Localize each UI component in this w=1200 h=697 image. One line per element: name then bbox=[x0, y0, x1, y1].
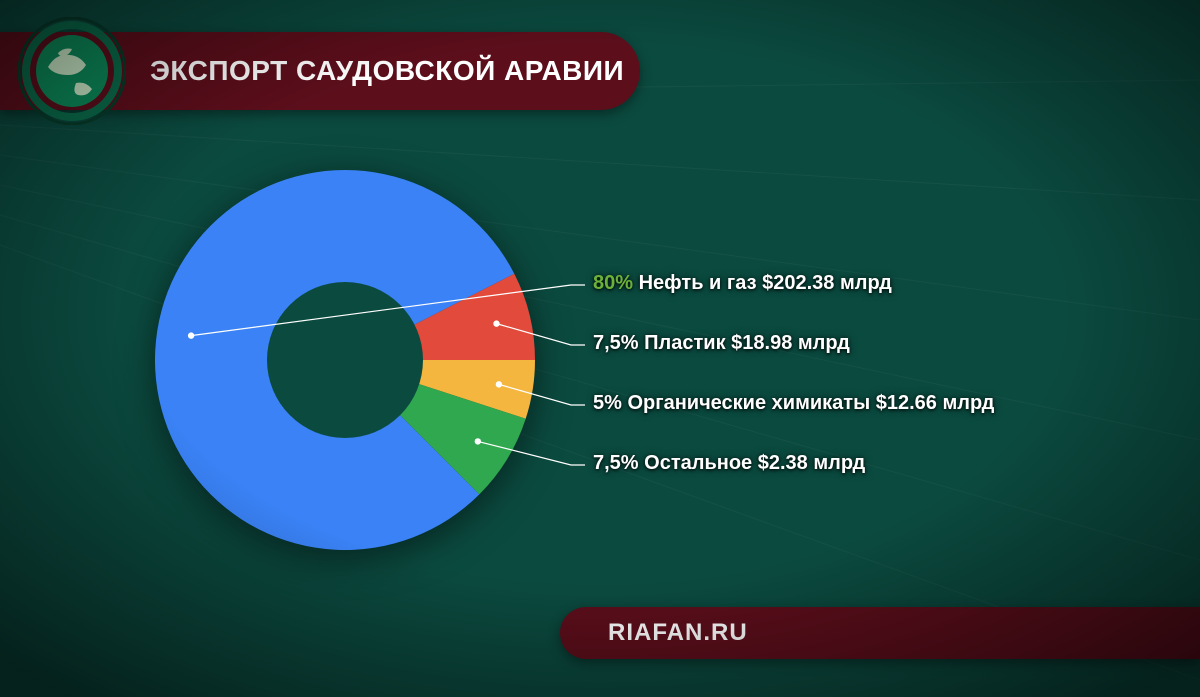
label-text-other: Остальное $2.38 млрд bbox=[644, 452, 865, 474]
label-pct-plastic: 7,5% bbox=[593, 332, 644, 354]
label-pct-oil_gas: 80% bbox=[593, 272, 639, 294]
label-organics: 5% Органические химикаты $12.66 млрд bbox=[593, 392, 994, 415]
label-text-plastic: Пластик $18.98 млрд bbox=[644, 332, 850, 354]
title-banner: ЭКСПОРТ САУДОВСКОЙ АРАВИИ bbox=[0, 32, 640, 110]
label-pct-other: 7,5% bbox=[593, 452, 644, 474]
source-banner: RIAFAN.RU bbox=[560, 607, 1200, 659]
label-plastic: 7,5% Пластик $18.98 млрд bbox=[593, 332, 850, 355]
label-pct-organics: 5% bbox=[593, 392, 627, 414]
infographic-title: ЭКСПОРТ САУДОВСКОЙ АРАВИИ bbox=[150, 55, 624, 87]
globe-icon bbox=[18, 17, 126, 125]
label-oil_gas: 80% Нефть и газ $202.38 млрд bbox=[593, 272, 892, 295]
chart-area: 80% Нефть и газ $202.38 млрд 7,5% Пластик… bbox=[155, 170, 1055, 600]
source-text: RIAFAN.RU bbox=[608, 619, 748, 647]
label-text-oil_gas: Нефть и газ $202.38 млрд bbox=[639, 272, 892, 294]
donut-chart bbox=[155, 170, 535, 550]
label-text-organics: Органические химикаты $12.66 млрд bbox=[627, 392, 994, 414]
label-other: 7,5% Остальное $2.38 млрд bbox=[593, 452, 865, 475]
